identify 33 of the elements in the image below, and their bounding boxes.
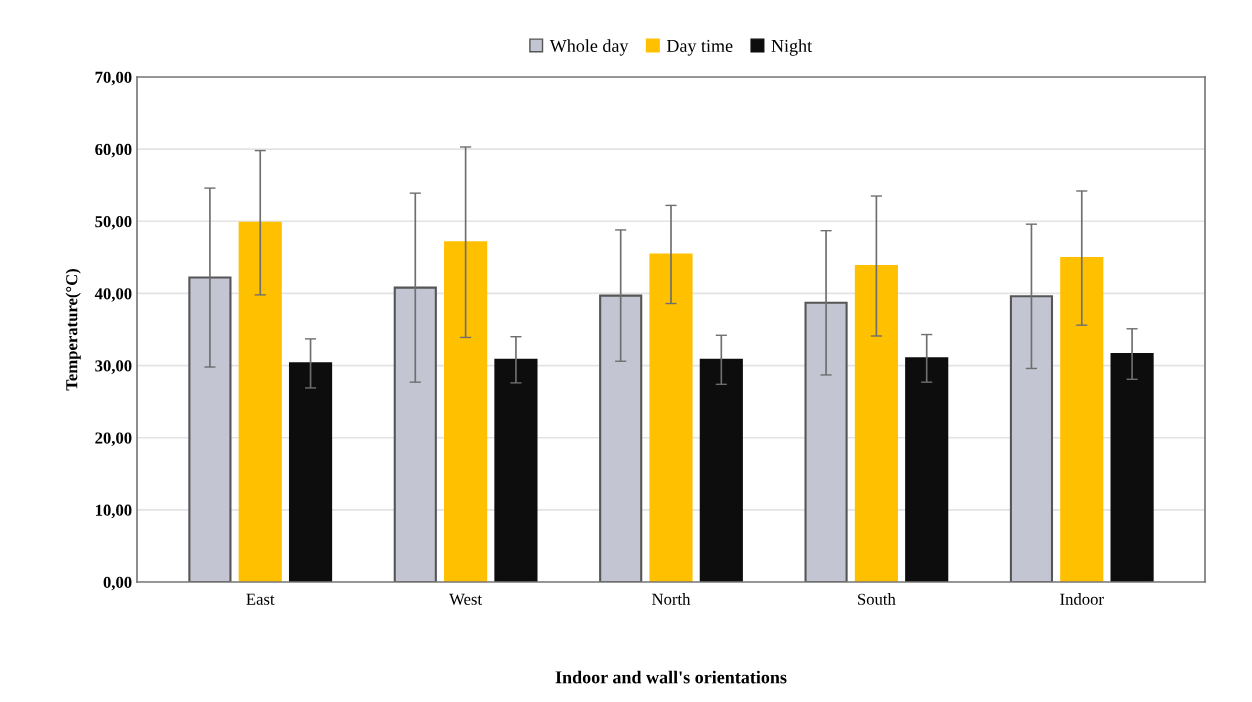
bar xyxy=(649,253,693,582)
bar xyxy=(1110,352,1154,582)
x-tick-label: North xyxy=(652,593,691,605)
x-tick-label: West xyxy=(449,593,482,605)
y-tick-label: 0,00 xyxy=(103,576,132,591)
bar xyxy=(1009,295,1054,582)
bar xyxy=(188,276,232,582)
y-tick-label: 60,00 xyxy=(95,143,132,158)
y-tick-label: 30,00 xyxy=(95,360,132,374)
y-tick-label: 40,00 xyxy=(94,288,132,302)
x-tick-label: East xyxy=(246,593,275,605)
bar xyxy=(494,358,538,582)
x-tick-label: Indoor xyxy=(1060,593,1104,605)
y-tick-label: 70,00 xyxy=(95,71,132,86)
bar xyxy=(699,358,743,582)
y-tick-label: 50,00 xyxy=(95,215,132,230)
legend-label: Night xyxy=(771,39,813,56)
y-tick-label: 10,00 xyxy=(95,504,132,519)
x-axis-title: Indoor and wall's orientations xyxy=(555,670,787,684)
bar xyxy=(1060,257,1104,582)
legend-label: Day time xyxy=(666,39,733,56)
y-axis-title: Temperature(°C) xyxy=(65,269,81,391)
bar xyxy=(599,294,643,582)
bar xyxy=(905,357,949,582)
bar xyxy=(444,241,488,582)
bar xyxy=(238,221,282,582)
y-tick-label: 20,00 xyxy=(95,432,132,447)
bar xyxy=(393,286,437,582)
bar xyxy=(288,362,333,582)
bar xyxy=(854,264,898,582)
legend-label: Whole day xyxy=(549,39,629,56)
bar xyxy=(804,301,848,582)
x-tick-label: South xyxy=(858,593,896,605)
